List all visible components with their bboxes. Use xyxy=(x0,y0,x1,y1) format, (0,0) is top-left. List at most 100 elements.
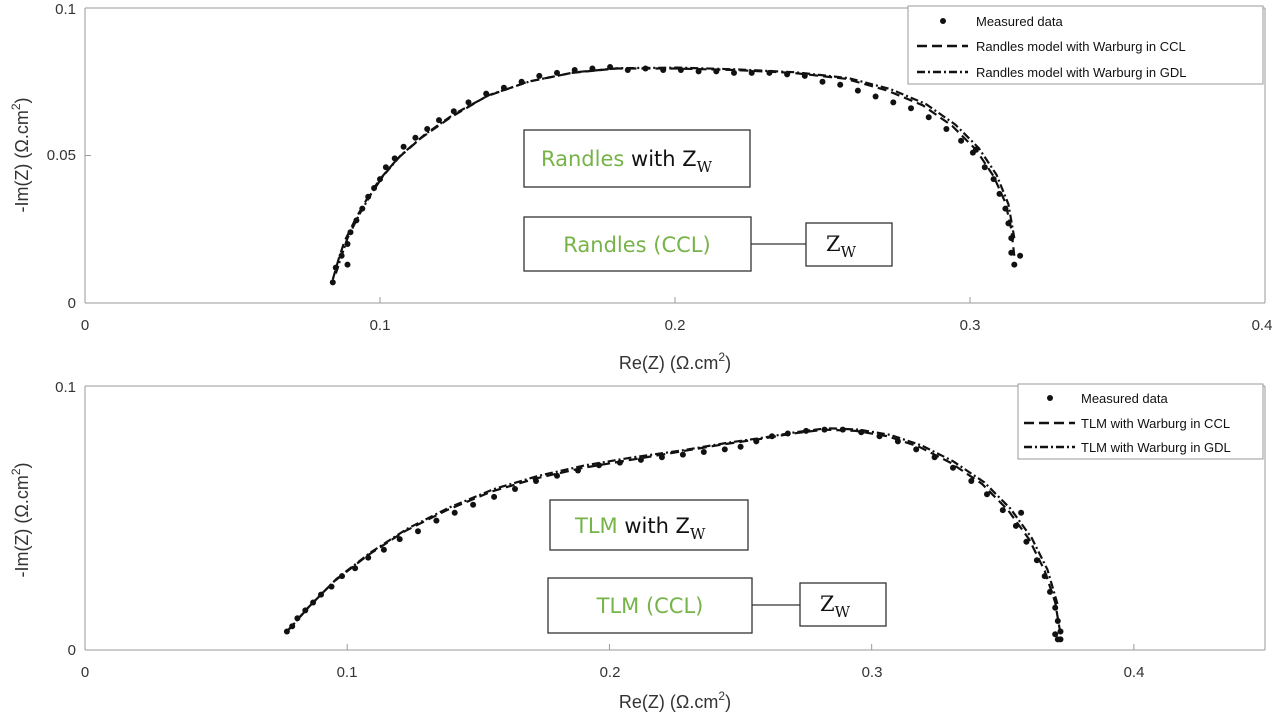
annotation-text: ZW xyxy=(820,592,851,621)
measured-data-point xyxy=(913,446,920,453)
measured-data-point xyxy=(801,72,808,79)
annotation-text: Randles with ZW xyxy=(541,147,713,176)
measured-data-point xyxy=(1002,205,1009,212)
top-x-tick-label: 0 xyxy=(81,317,89,334)
top-tick-marks xyxy=(84,7,1266,304)
measured-data-point xyxy=(984,491,990,498)
bottom-y-axis-title: -Im(Z) (Ω.cm2) xyxy=(9,462,32,577)
top-annotation-zw: ZW xyxy=(805,222,893,267)
measured-data-point xyxy=(470,501,477,508)
bottom-x-tick-label: 0.1 xyxy=(337,664,358,681)
measured-data-point xyxy=(731,69,737,76)
measured-data-point xyxy=(837,81,844,88)
measured-data-point xyxy=(536,72,543,79)
annotation-box xyxy=(799,582,887,627)
bottom-model-curves xyxy=(286,427,1062,635)
top-x-tick-label: 0.4 xyxy=(1252,317,1273,334)
top-annotation-randles-ccl: Randles (CCL) xyxy=(523,216,752,272)
legend-label: TLM with Warburg in CCL xyxy=(1081,416,1230,431)
bottom-annotation-zw: ZW xyxy=(799,582,887,627)
measured-data-point xyxy=(819,78,826,85)
measured-data-point xyxy=(803,427,810,434)
bottom-measured-points xyxy=(283,426,1064,643)
measured-data-point xyxy=(359,205,366,212)
measured-data-point xyxy=(996,190,1003,197)
measured-data-point xyxy=(894,438,901,445)
top-measured-points xyxy=(329,64,1024,286)
measured-data-point xyxy=(365,193,372,200)
measured-data-point xyxy=(748,69,755,76)
measured-data-point xyxy=(380,546,387,553)
measured-data-point xyxy=(554,69,560,76)
legend-label: Measured data xyxy=(976,14,1063,29)
measured-data-point xyxy=(713,68,720,75)
bottom-annotation-tlm-ccl: TLM (CCL) xyxy=(547,577,753,634)
top-y-tick-label: 0.1 xyxy=(55,1,76,18)
top-legend: Measured data Randles model with Warburg… xyxy=(907,5,1264,85)
measured-data-point xyxy=(1023,538,1030,545)
measured-data-point xyxy=(972,146,979,153)
measured-data-point xyxy=(347,229,354,236)
measured-data-point xyxy=(352,565,359,572)
measured-data-point xyxy=(596,462,602,469)
measured-data-point xyxy=(890,99,897,106)
measured-data-point xyxy=(931,454,938,461)
measured-data-point xyxy=(289,623,296,630)
measured-data-point xyxy=(858,429,865,436)
legend-label: TLM with Warburg in GDL xyxy=(1081,440,1231,455)
bottom-x-tick-label: 0.4 xyxy=(1124,664,1145,681)
top-x-tick-label: 0.3 xyxy=(960,317,981,334)
bottom-chart: 0 0.1 0.2 0.3 0.4 0 0.1 Re(Z) (Ω.cm2) -I… xyxy=(9,379,1266,712)
measured-data-point xyxy=(695,68,702,75)
measured-data-point xyxy=(854,87,861,94)
measured-data-point xyxy=(968,478,975,484)
measured-data-point xyxy=(450,108,457,115)
annotation-text: ZW xyxy=(826,232,857,261)
measured-data-point xyxy=(1008,249,1015,256)
measured-data-point xyxy=(575,467,581,474)
measured-data-point xyxy=(999,507,1006,514)
measured-data-point xyxy=(769,433,775,440)
annotation-text: Randles (CCL) xyxy=(563,233,710,257)
measured-data-point xyxy=(339,573,345,580)
measured-data-point xyxy=(700,449,707,455)
measured-data-point xyxy=(465,99,472,106)
measured-data-point xyxy=(283,628,290,635)
measured-data-point xyxy=(412,134,419,141)
bottom-x-tick-label: 0.3 xyxy=(862,664,883,681)
top-y-axis-title: -Im(Z) (Ω.cm2) xyxy=(9,97,32,212)
measured-data-point xyxy=(571,67,578,73)
measured-data-point xyxy=(433,517,440,524)
measured-data-point xyxy=(839,426,846,433)
measured-data-point xyxy=(784,430,791,437)
annotation-text: TLM with ZW xyxy=(574,514,706,543)
measured-data-point xyxy=(1017,252,1024,259)
measured-data-point xyxy=(332,264,339,271)
measured-data-point xyxy=(1011,261,1018,268)
measured-data-point xyxy=(721,446,728,453)
measured-data-point xyxy=(391,155,398,162)
legend-marker-measured xyxy=(940,18,946,24)
measured-data-point xyxy=(329,279,336,286)
measured-data-point xyxy=(400,143,407,150)
measured-data-point xyxy=(660,67,667,73)
measured-data-point xyxy=(677,67,684,73)
measured-data-point xyxy=(1047,588,1053,595)
measured-data-point xyxy=(950,464,956,471)
measured-data-point xyxy=(624,67,631,73)
bottom-x-tick-label: 0.2 xyxy=(600,664,621,681)
measured-data-point xyxy=(784,71,791,78)
measured-data-point xyxy=(1054,618,1061,624)
bottom-y-tick-label: 0.1 xyxy=(55,379,76,396)
measured-data-point xyxy=(872,93,879,100)
measured-data-point xyxy=(424,126,431,132)
model-curve-gdl xyxy=(288,427,1059,630)
measured-data-point xyxy=(1054,636,1061,643)
measured-data-point xyxy=(310,599,317,606)
measured-data-point xyxy=(1018,509,1025,516)
measured-data-point xyxy=(328,583,335,590)
measured-data-point xyxy=(1005,220,1012,227)
bottom-x-tick-label: 0 xyxy=(81,664,89,681)
top-annotation-randles-zw: Randles with ZW xyxy=(523,129,751,188)
